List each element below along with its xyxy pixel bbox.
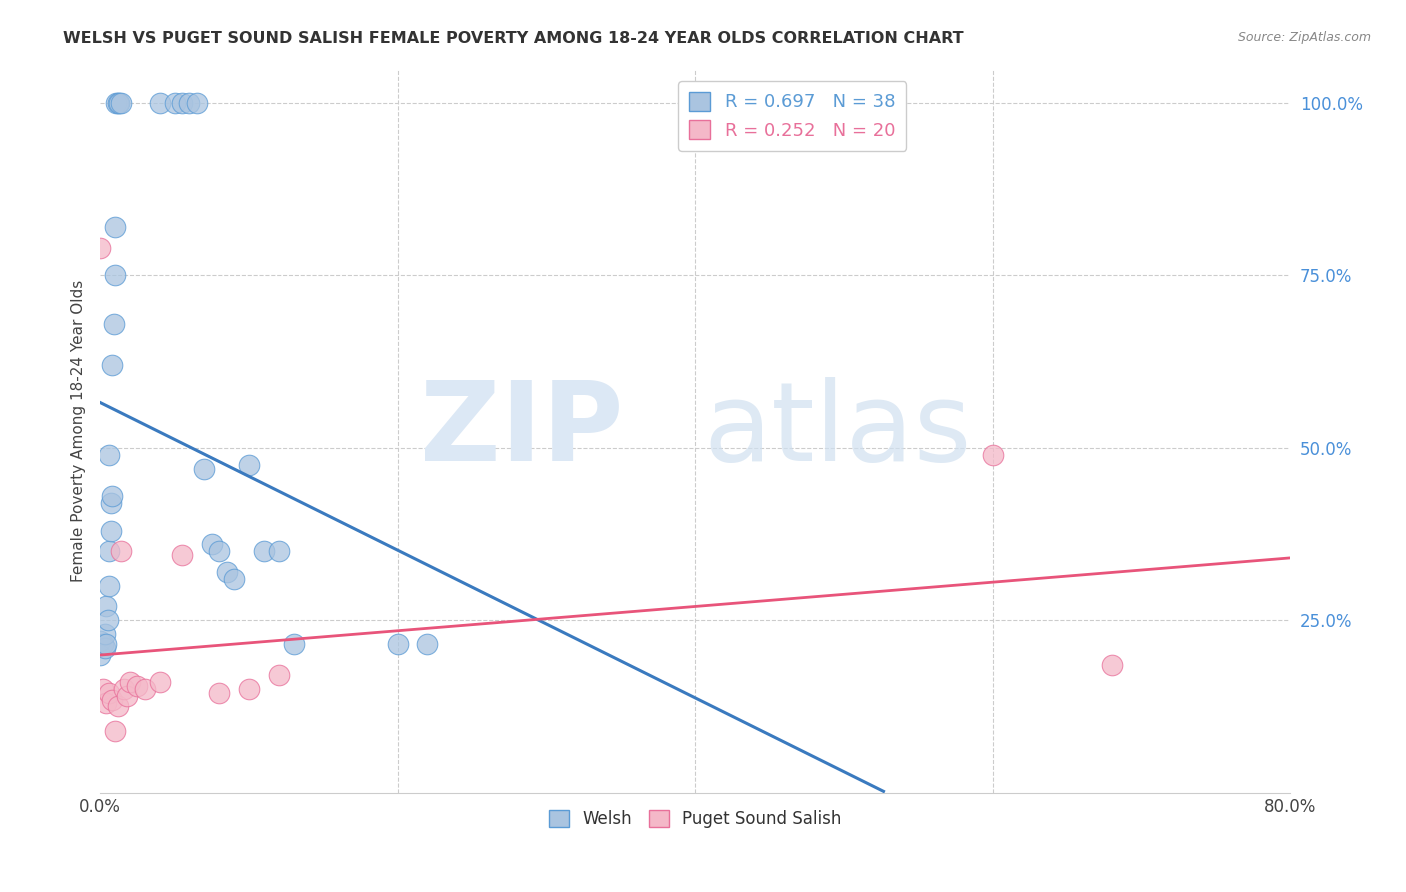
Text: WELSH VS PUGET SOUND SALISH FEMALE POVERTY AMONG 18-24 YEAR OLDS CORRELATION CHA: WELSH VS PUGET SOUND SALISH FEMALE POVER…	[63, 31, 965, 46]
Point	[416, 637, 439, 651]
Point	[110, 95, 132, 110]
Point	[98, 544, 121, 558]
Point	[186, 95, 208, 110]
Point	[107, 699, 129, 714]
Point	[94, 599, 117, 614]
Point	[283, 637, 305, 651]
Point	[101, 489, 124, 503]
Point	[127, 679, 149, 693]
Point	[208, 686, 231, 700]
Point	[104, 723, 127, 738]
Point	[93, 627, 115, 641]
Point	[103, 317, 125, 331]
Point	[201, 537, 224, 551]
Point	[94, 696, 117, 710]
Point	[163, 95, 186, 110]
Point	[149, 95, 172, 110]
Point	[387, 637, 409, 651]
Point	[89, 241, 111, 255]
Point	[215, 565, 238, 579]
Point	[238, 458, 260, 472]
Point	[267, 544, 290, 558]
Point	[222, 572, 245, 586]
Point	[170, 95, 193, 110]
Point	[97, 613, 120, 627]
Point	[89, 648, 111, 662]
Point	[104, 268, 127, 283]
Point	[91, 682, 114, 697]
Point	[149, 675, 172, 690]
Point	[208, 544, 231, 558]
Point	[104, 220, 127, 235]
Point	[98, 686, 121, 700]
Point	[112, 682, 135, 697]
Point	[110, 544, 132, 558]
Point	[179, 95, 201, 110]
Point	[115, 689, 138, 703]
Point	[193, 461, 215, 475]
Text: atlas: atlas	[703, 377, 972, 484]
Point	[107, 95, 129, 110]
Point	[91, 637, 114, 651]
Text: ZIP: ZIP	[420, 377, 624, 484]
Point	[253, 544, 276, 558]
Point	[981, 448, 1004, 462]
Point	[238, 682, 260, 697]
Point	[101, 692, 124, 706]
Point	[98, 579, 121, 593]
Point	[89, 634, 111, 648]
Point	[108, 95, 131, 110]
Point	[134, 682, 156, 697]
Point	[98, 448, 121, 462]
Point	[101, 358, 124, 372]
Point	[105, 95, 128, 110]
Point	[170, 548, 193, 562]
Point	[94, 637, 117, 651]
Legend: Welsh, Puget Sound Salish: Welsh, Puget Sound Salish	[543, 804, 848, 835]
Text: Source: ZipAtlas.com: Source: ZipAtlas.com	[1237, 31, 1371, 45]
Point	[100, 524, 122, 538]
Point	[100, 496, 122, 510]
Point	[1101, 658, 1123, 673]
Y-axis label: Female Poverty Among 18-24 Year Olds: Female Poverty Among 18-24 Year Olds	[72, 279, 86, 582]
Point	[267, 668, 290, 682]
Point	[118, 675, 141, 690]
Point	[93, 640, 115, 655]
